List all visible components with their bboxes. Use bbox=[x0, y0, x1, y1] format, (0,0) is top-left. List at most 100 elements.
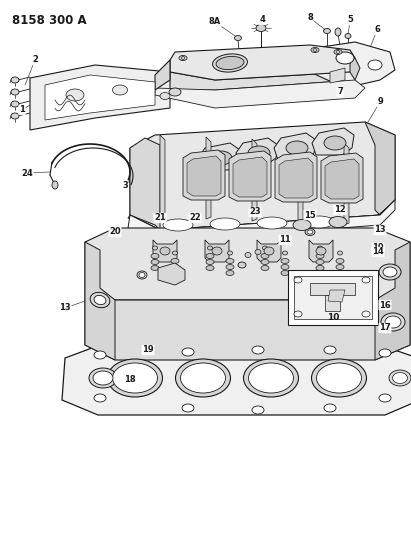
Bar bbox=[325, 295, 340, 311]
Ellipse shape bbox=[334, 50, 342, 54]
Ellipse shape bbox=[336, 264, 344, 270]
Polygon shape bbox=[312, 128, 354, 155]
Text: 16: 16 bbox=[379, 301, 391, 310]
Ellipse shape bbox=[93, 371, 113, 385]
Ellipse shape bbox=[393, 373, 407, 384]
Polygon shape bbox=[279, 158, 313, 198]
Polygon shape bbox=[198, 143, 240, 170]
Polygon shape bbox=[274, 133, 316, 160]
Ellipse shape bbox=[235, 36, 242, 41]
Text: 1: 1 bbox=[19, 106, 25, 115]
Ellipse shape bbox=[252, 346, 264, 354]
Ellipse shape bbox=[113, 363, 157, 393]
Ellipse shape bbox=[182, 348, 194, 356]
Ellipse shape bbox=[137, 271, 147, 279]
Ellipse shape bbox=[163, 219, 193, 231]
Ellipse shape bbox=[243, 359, 298, 397]
Text: 13: 13 bbox=[374, 225, 386, 235]
Text: 11: 11 bbox=[279, 236, 291, 245]
Text: 24: 24 bbox=[21, 168, 33, 177]
Polygon shape bbox=[330, 68, 345, 83]
Ellipse shape bbox=[226, 271, 234, 276]
Polygon shape bbox=[183, 150, 225, 200]
Polygon shape bbox=[85, 228, 410, 300]
Ellipse shape bbox=[312, 359, 367, 397]
Ellipse shape bbox=[281, 259, 289, 263]
Polygon shape bbox=[128, 200, 395, 232]
Polygon shape bbox=[328, 290, 345, 302]
Ellipse shape bbox=[313, 49, 317, 52]
Ellipse shape bbox=[336, 51, 340, 53]
Ellipse shape bbox=[336, 52, 354, 64]
Text: 9: 9 bbox=[377, 98, 383, 107]
Ellipse shape bbox=[257, 217, 287, 229]
Polygon shape bbox=[170, 45, 355, 80]
Ellipse shape bbox=[336, 259, 344, 263]
Polygon shape bbox=[375, 242, 410, 360]
Polygon shape bbox=[153, 240, 177, 262]
Ellipse shape bbox=[152, 246, 157, 250]
Polygon shape bbox=[155, 60, 170, 90]
Ellipse shape bbox=[316, 260, 324, 264]
Ellipse shape bbox=[171, 271, 179, 276]
Ellipse shape bbox=[94, 394, 106, 402]
Text: 19: 19 bbox=[142, 345, 154, 354]
Text: 4: 4 bbox=[259, 15, 265, 25]
Polygon shape bbox=[310, 42, 395, 88]
Ellipse shape bbox=[94, 351, 106, 359]
Text: 8158 300 A: 8158 300 A bbox=[12, 14, 87, 27]
Text: 22: 22 bbox=[189, 214, 201, 222]
Ellipse shape bbox=[318, 246, 323, 250]
Ellipse shape bbox=[210, 151, 232, 165]
Ellipse shape bbox=[379, 264, 401, 280]
Text: 5: 5 bbox=[347, 15, 353, 25]
Text: 12: 12 bbox=[334, 206, 346, 214]
Text: 6: 6 bbox=[374, 26, 380, 35]
Ellipse shape bbox=[182, 404, 194, 412]
Ellipse shape bbox=[255, 249, 261, 254]
Ellipse shape bbox=[337, 251, 342, 255]
Ellipse shape bbox=[294, 311, 302, 317]
Polygon shape bbox=[155, 80, 365, 108]
Ellipse shape bbox=[212, 247, 222, 255]
Text: 18: 18 bbox=[124, 376, 136, 384]
Ellipse shape bbox=[160, 93, 170, 100]
Ellipse shape bbox=[383, 267, 397, 277]
Polygon shape bbox=[233, 157, 267, 197]
Ellipse shape bbox=[379, 349, 391, 357]
Ellipse shape bbox=[311, 47, 319, 52]
Ellipse shape bbox=[264, 247, 274, 255]
Ellipse shape bbox=[181, 56, 185, 60]
Polygon shape bbox=[130, 122, 395, 230]
Polygon shape bbox=[206, 137, 211, 219]
Ellipse shape bbox=[179, 55, 187, 61]
Ellipse shape bbox=[208, 246, 212, 250]
Ellipse shape bbox=[335, 28, 341, 36]
Ellipse shape bbox=[316, 247, 326, 255]
Polygon shape bbox=[257, 240, 281, 262]
Ellipse shape bbox=[368, 60, 382, 70]
Ellipse shape bbox=[324, 136, 346, 150]
Ellipse shape bbox=[180, 363, 226, 393]
Ellipse shape bbox=[316, 265, 324, 271]
Text: 14: 14 bbox=[372, 247, 384, 256]
Bar bbox=[288, 270, 378, 325]
Ellipse shape bbox=[226, 259, 234, 263]
Ellipse shape bbox=[206, 265, 214, 271]
Ellipse shape bbox=[11, 89, 19, 95]
Ellipse shape bbox=[323, 28, 330, 34]
Polygon shape bbox=[275, 152, 317, 202]
Ellipse shape bbox=[381, 313, 405, 331]
Text: 8A: 8A bbox=[209, 18, 221, 27]
Ellipse shape bbox=[362, 277, 370, 283]
Ellipse shape bbox=[151, 254, 159, 259]
Ellipse shape bbox=[90, 292, 110, 308]
Ellipse shape bbox=[113, 85, 127, 95]
Ellipse shape bbox=[171, 264, 179, 270]
Ellipse shape bbox=[307, 230, 313, 234]
Polygon shape bbox=[155, 72, 355, 90]
Ellipse shape bbox=[206, 260, 214, 264]
Ellipse shape bbox=[248, 146, 270, 160]
Ellipse shape bbox=[329, 216, 347, 228]
Ellipse shape bbox=[226, 264, 234, 270]
